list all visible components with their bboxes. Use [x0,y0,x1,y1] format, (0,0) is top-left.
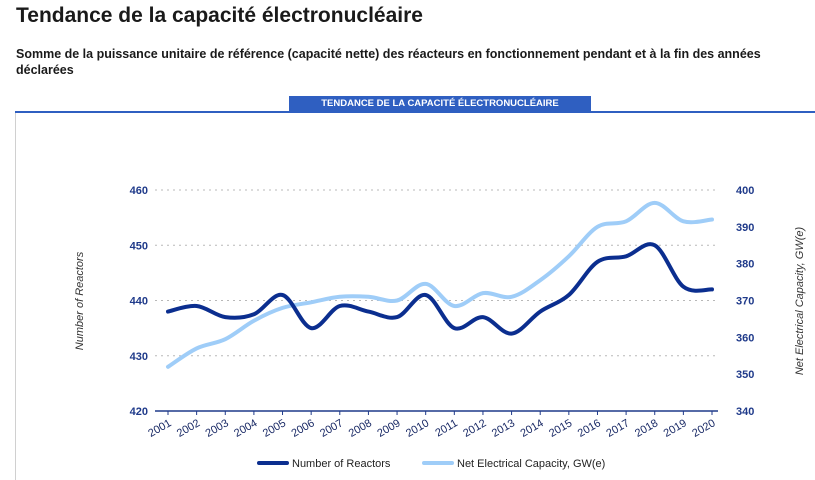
x-tick-label: 2003 [204,417,231,440]
y-right-tick-label: 370 [736,296,754,308]
x-tick-label: 2005 [261,417,288,440]
x-tick-label: 2019 [662,417,689,440]
x-tick-label: 2008 [347,417,374,440]
legend-label-capacity: Net Electrical Capacity, GW(e) [457,458,605,470]
y-left-tick-label: 450 [130,240,148,252]
x-tick-label: 2010 [404,417,431,440]
y-right-tick-label: 400 [736,185,754,197]
page-subtitle: Somme de la puissance unitaire de référe… [16,47,761,77]
x-tick-label: 2013 [490,417,517,440]
series-line-reactors [166,242,714,336]
x-tick-label: 2001 [146,417,173,440]
x-tick-label: 2004 [232,417,259,440]
x-tick-label: 2006 [289,417,316,440]
x-tick-label: 2011 [433,417,459,439]
chart-panel: TENDANCE DE LA CAPACITÉ ÉLECTRONUCLÉAIRE [15,96,815,480]
series-line-capacity [166,200,714,369]
x-tick-label: 2017 [604,417,631,440]
y-left-axis-title: Number of Reactors [74,251,86,350]
page-title: Tendance de la capacité électronucléaire [16,4,423,27]
y-left-tick-label: 430 [130,351,148,363]
x-tick-label: 2002 [175,417,202,440]
y-left-tick-label: 420 [130,406,148,418]
x-tick-label: 2015 [547,417,574,440]
y-right-tick-label: 340 [736,406,754,418]
panel-left-divider [15,113,16,480]
x-tick-label: 2007 [318,417,345,440]
legend-label-reactors: Number of Reactors [292,458,391,470]
chart-tab[interactable]: TENDANCE DE LA CAPACITÉ ÉLECTRONUCLÉAIRE [289,96,591,112]
x-tick-label: 2014 [519,417,546,440]
x-tick-label: 2020 [690,417,717,440]
y-left-tick-label: 440 [130,296,148,308]
y-right-tick-label: 360 [736,332,754,344]
y-right-tick-label: 390 [736,222,754,234]
y-left-tick-label: 460 [130,185,148,197]
x-tick-label: 2018 [633,417,660,440]
x-tick-label: 2016 [576,417,603,440]
y-right-tick-label: 380 [736,259,754,271]
y-right-axis-title: Net Electrical Capacity, GW(e) [794,226,806,375]
y-right-tick-label: 350 [736,369,754,381]
x-tick-label: 2009 [375,417,402,440]
panel-top-rule [15,111,815,113]
x-tick-label: 2012 [461,417,488,440]
